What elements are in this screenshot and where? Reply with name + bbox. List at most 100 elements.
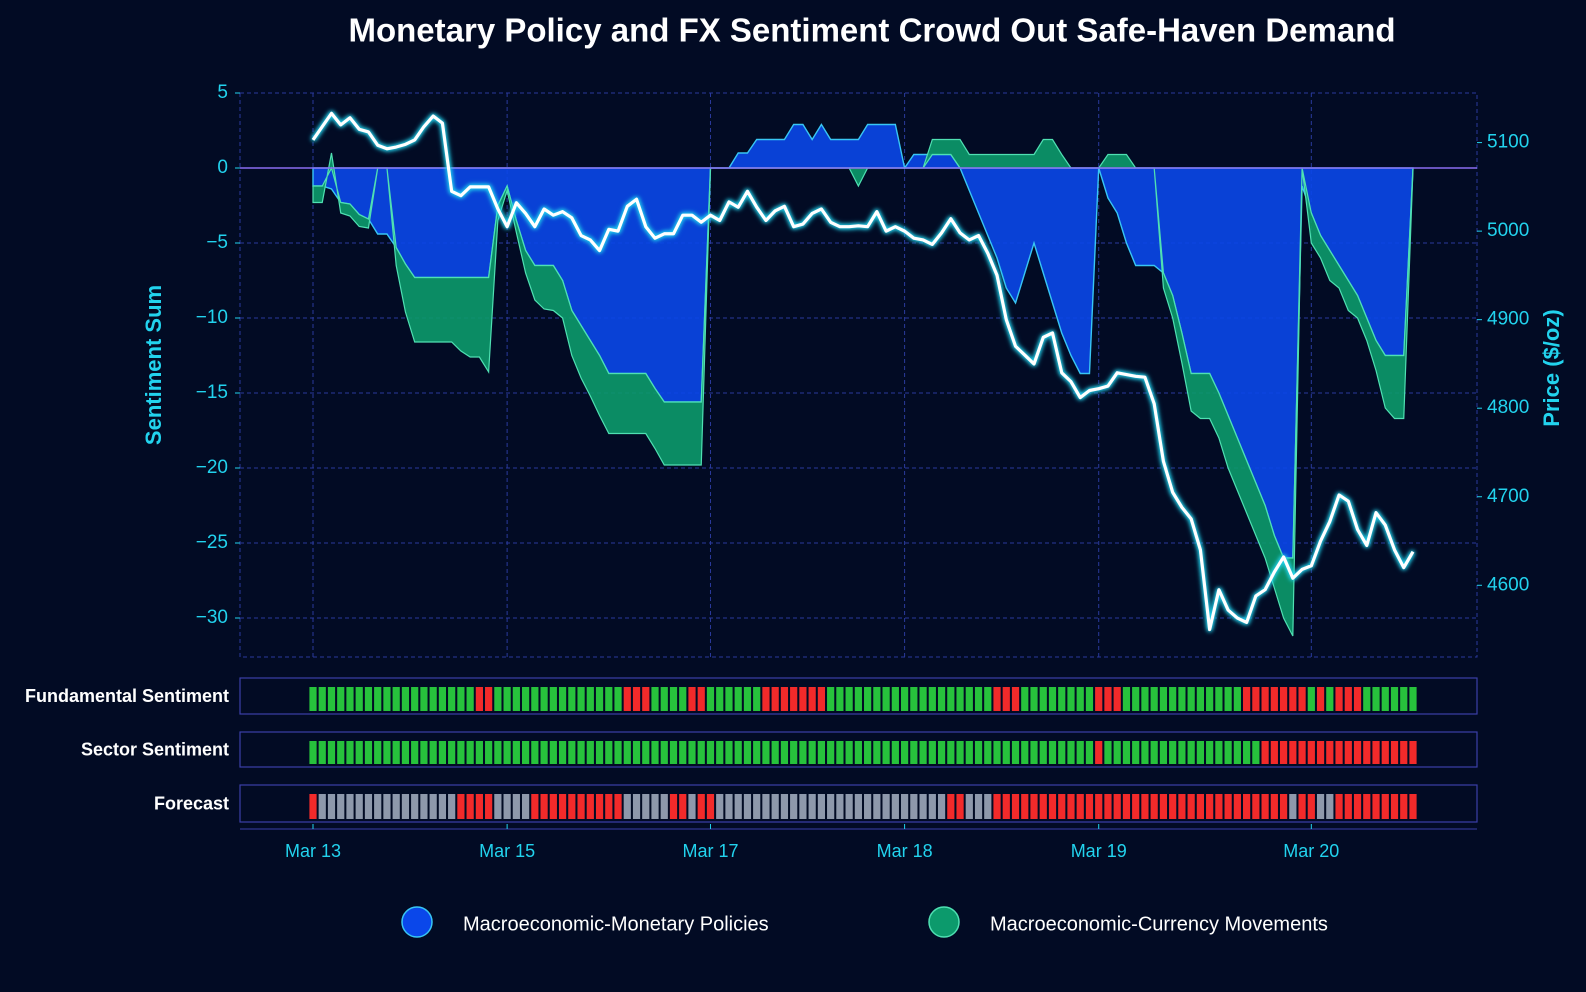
- strip-bar: [438, 741, 447, 764]
- strip-bar: [974, 741, 983, 764]
- strip-bar: [965, 794, 973, 819]
- strip-bar: [346, 741, 354, 764]
- y2-tick-label: 4900: [1487, 309, 1529, 330]
- strip-bar: [956, 741, 964, 764]
- strip-bar: [1372, 794, 1380, 819]
- strip-bar: [697, 741, 705, 764]
- strip-bar: [485, 687, 493, 711]
- strip-bar: [817, 741, 826, 764]
- strip-bar: [392, 741, 400, 764]
- strip-bar: [790, 794, 798, 819]
- strip-bar: [623, 794, 631, 819]
- strip-bar: [1316, 794, 1325, 819]
- strip-bar: [1243, 794, 1251, 819]
- strip-bar: [1178, 794, 1186, 819]
- strip-bar: [586, 794, 594, 819]
- strip-bar: [448, 687, 456, 711]
- strip-bar: [475, 687, 483, 711]
- strip-bar: [669, 794, 678, 819]
- strip-bar: [411, 687, 419, 711]
- strip-bar: [448, 794, 456, 819]
- x-tick-label: Mar 15: [479, 841, 535, 861]
- strip-bar: [743, 741, 752, 764]
- strip-bar: [309, 687, 317, 711]
- strip-bar: [873, 687, 881, 711]
- strip-bar: [383, 687, 391, 711]
- strip-bar: [799, 741, 807, 764]
- strip-bar: [993, 687, 1001, 711]
- strip-bar: [928, 794, 936, 819]
- strip-bar: [485, 794, 493, 819]
- strip-bar: [1048, 741, 1057, 764]
- strip-bar: [401, 741, 410, 764]
- x-tick-label: Mar 19: [1071, 841, 1127, 861]
- strip-bar: [568, 687, 576, 711]
- strip-bar: [753, 687, 761, 711]
- strip-bar: [309, 741, 317, 764]
- strip-bar: [623, 741, 631, 764]
- strip-bar: [1076, 741, 1084, 764]
- strip-bar: [1095, 794, 1103, 819]
- strip-bar: [1067, 794, 1075, 819]
- strip-bar: [1298, 794, 1306, 819]
- strip-bar: [1390, 794, 1399, 819]
- strip-bar: [1270, 741, 1278, 764]
- strip-bar: [632, 687, 641, 711]
- strip-bar: [346, 794, 354, 819]
- strip-bar: [1409, 687, 1417, 711]
- strip-bar: [771, 741, 779, 764]
- strip-label: Forecast: [154, 793, 229, 813]
- strip-bar: [780, 741, 789, 764]
- strip-bar: [725, 794, 733, 819]
- strip-bar: [891, 794, 899, 819]
- strip-bar: [1372, 687, 1380, 711]
- strip-bar: [660, 794, 668, 819]
- strip-bar: [864, 794, 872, 819]
- strip-bar: [845, 794, 853, 819]
- strip-bar: [965, 741, 973, 764]
- strip-bar: [1048, 687, 1057, 711]
- strip-bar: [355, 794, 363, 819]
- strip-bar: [1215, 741, 1223, 764]
- strip-bar: [882, 741, 890, 764]
- strip-bar: [318, 794, 326, 819]
- strip-bar: [642, 687, 650, 711]
- strip-bar: [1261, 687, 1269, 711]
- strip-bar: [1298, 687, 1306, 711]
- strip-bar: [1261, 741, 1269, 764]
- strip-bar: [522, 794, 530, 819]
- strip-bar: [1011, 741, 1020, 764]
- strip-bar: [1400, 794, 1408, 819]
- strip-bar: [1169, 794, 1177, 819]
- price-line: [311, 111, 1415, 632]
- strip-bar: [891, 741, 899, 764]
- strip-bar: [1030, 741, 1038, 764]
- strip-bar: [1233, 687, 1241, 711]
- strip-bar: [522, 741, 530, 764]
- strip-bar: [1270, 687, 1278, 711]
- strip-bar: [1289, 794, 1297, 819]
- strip-bar: [475, 741, 483, 764]
- strip-bar: [1307, 687, 1315, 711]
- strip-bar: [1353, 687, 1362, 711]
- strip-bar: [651, 741, 659, 764]
- strip-bar: [503, 687, 511, 711]
- strip-bar: [873, 794, 881, 819]
- strip-bar: [568, 794, 576, 819]
- strip-bar: [1326, 741, 1334, 764]
- strip-bar: [1196, 687, 1204, 711]
- strip-bar: [743, 794, 752, 819]
- strip-bar: [697, 794, 705, 819]
- strip-bar: [1372, 741, 1380, 764]
- strip-bar: [836, 794, 844, 819]
- strip-bar: [1233, 794, 1241, 819]
- strip-bar: [891, 687, 899, 711]
- strip-bar: [595, 794, 604, 819]
- strip-bar: [494, 687, 502, 711]
- strip-bar: [947, 794, 955, 819]
- y-tick-label: −15: [196, 382, 228, 403]
- strip-bar: [337, 794, 345, 819]
- strip-bar: [900, 741, 909, 764]
- strip-bar: [827, 687, 835, 711]
- strip-bar: [1058, 687, 1066, 711]
